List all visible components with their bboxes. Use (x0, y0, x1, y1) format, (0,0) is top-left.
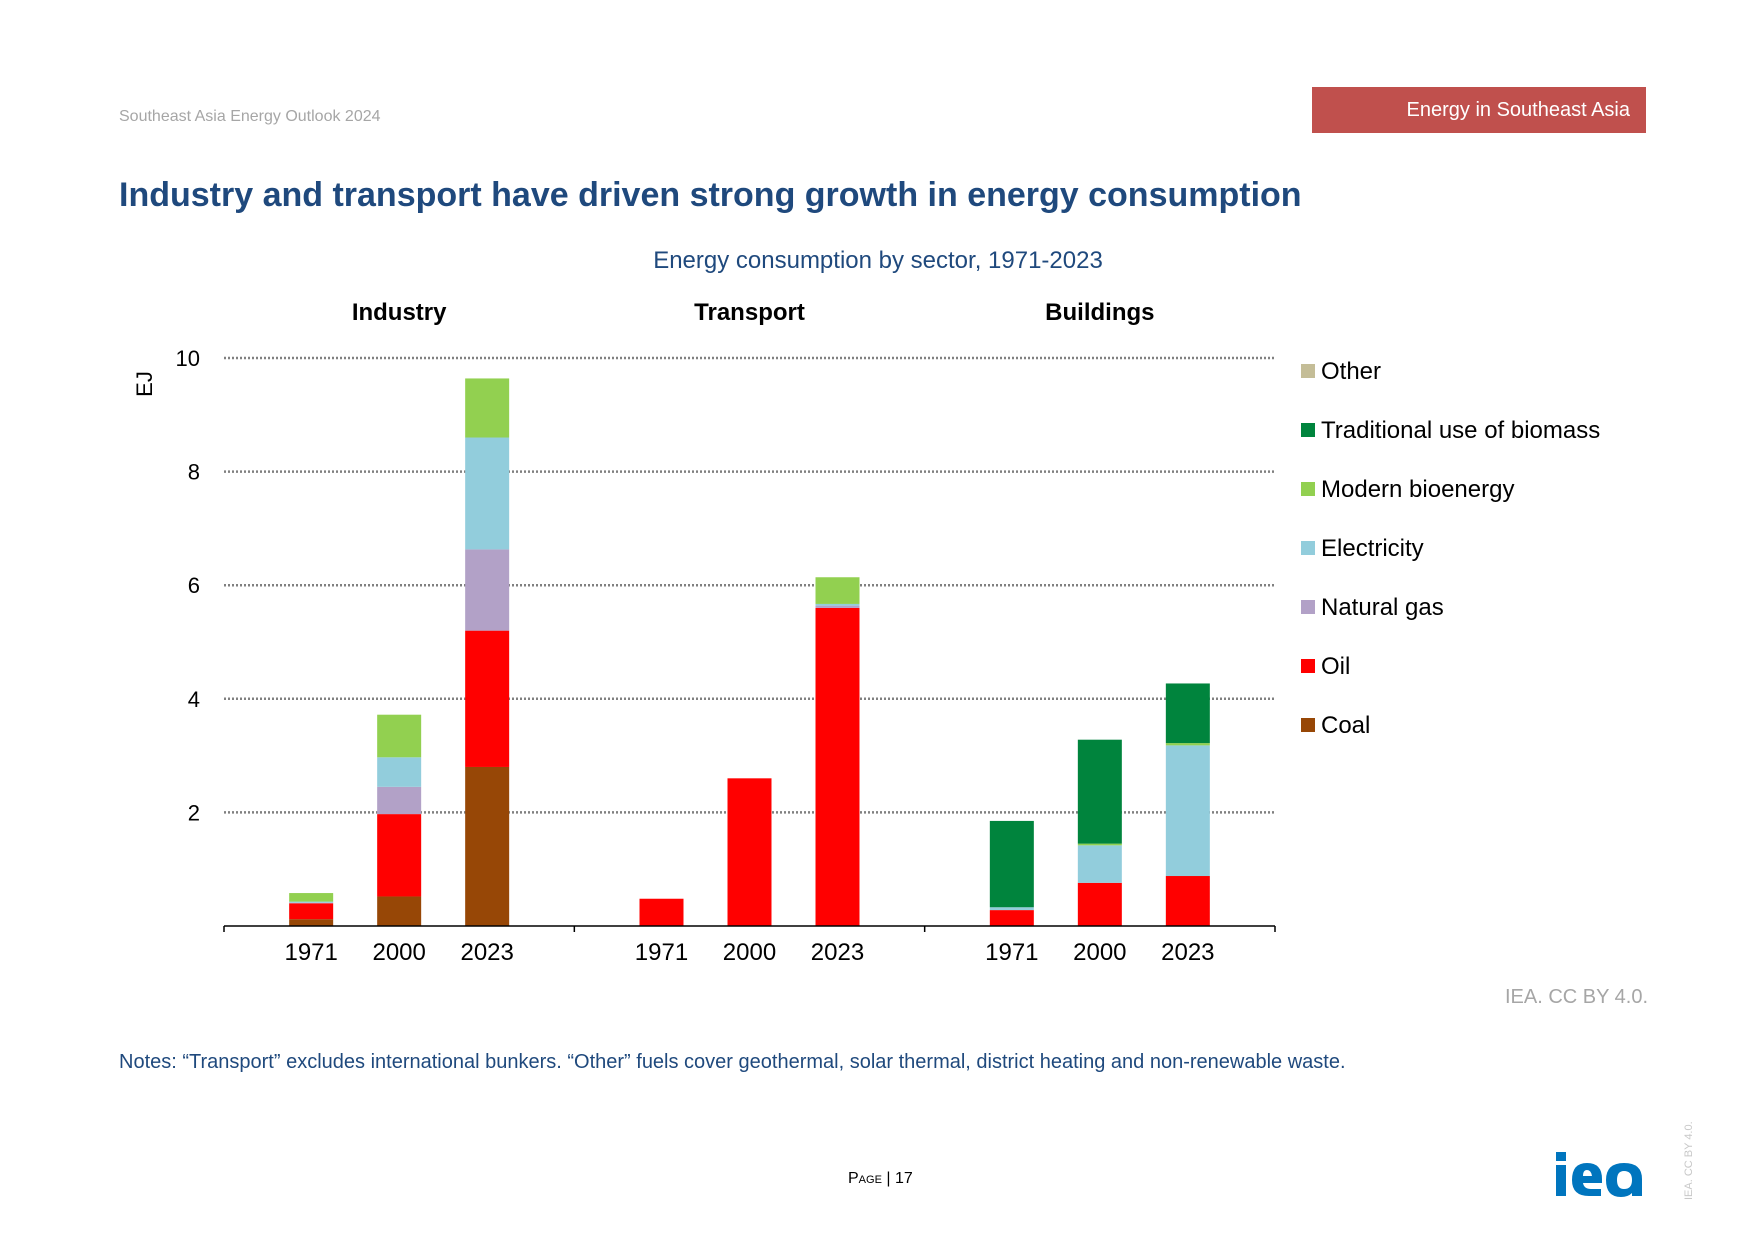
legend-swatch (1301, 718, 1315, 732)
section-tag: Energy in Southeast Asia (1312, 87, 1646, 133)
x-tick-label: 1971 (635, 939, 688, 966)
bar-segment (377, 757, 422, 787)
bar-segment (989, 907, 1034, 911)
report-name: Southeast Asia Energy Outlook 2024 (119, 108, 381, 125)
y-tick-label: 4 (188, 687, 200, 712)
bar-segment (289, 893, 334, 902)
side-license: IEA. CC BY 4.0. (1683, 1121, 1695, 1200)
legend-label: Coal (1321, 712, 1370, 739)
legend-label: Electricity (1321, 535, 1424, 562)
page-number-value: 17 (894, 1170, 913, 1187)
bar-segment (727, 778, 772, 926)
legend-label: Natural gas (1321, 594, 1444, 621)
page-label: Page (848, 1170, 882, 1187)
bar-segment (1077, 739, 1122, 844)
y-axis-label: EJ (132, 371, 157, 397)
bar-segment (289, 901, 334, 903)
legend-swatch (1301, 482, 1315, 496)
page-number: Page | 17 (848, 1170, 913, 1188)
bar-segment (1077, 845, 1122, 883)
bar-segment (465, 378, 510, 438)
x-tick-label: 2023 (811, 939, 864, 966)
bar-segment (639, 898, 684, 926)
group-label: Buildings (1045, 299, 1154, 326)
x-tick-label: 2000 (1073, 939, 1126, 966)
legend-label: Modern bioenergy (1321, 476, 1514, 503)
legend-label: Traditional use of biomass (1321, 417, 1600, 444)
x-tick-label: 2000 (372, 939, 425, 966)
x-tick-label: 2023 (1161, 939, 1214, 966)
bar-segment (377, 786, 422, 815)
y-tick-label: 10 (176, 346, 200, 371)
bar-segment (289, 902, 334, 904)
bar-segment (465, 630, 510, 767)
bar-segment (289, 903, 334, 920)
legend-swatch (1301, 600, 1315, 614)
group-label: Industry (352, 299, 447, 326)
x-tick-label: 2023 (460, 939, 513, 966)
legend-label: Other (1321, 358, 1381, 385)
bar-segment (1165, 876, 1210, 926)
bar-segment (289, 919, 334, 926)
bar-segment (815, 603, 860, 606)
bar-segment (1077, 882, 1122, 926)
bar-segment (815, 605, 860, 608)
bar-segment (1077, 843, 1122, 846)
source-credit: IEA. CC BY 4.0. (1504, 986, 1648, 1008)
bar-segment (989, 820, 1034, 908)
bar-segment (377, 814, 422, 897)
legend-swatch (1301, 659, 1315, 673)
y-tick-label: 6 (188, 573, 200, 598)
bar-segment (1165, 745, 1210, 877)
legend-label: Oil (1321, 653, 1350, 680)
bar-segment (465, 437, 510, 550)
bar-segment (465, 766, 510, 926)
bar-segment (815, 577, 860, 604)
iea-logo (1556, 1152, 1642, 1197)
page-separator: | (886, 1170, 895, 1187)
chart-notes: Notes: “Transport” excludes internationa… (119, 1051, 1346, 1073)
bar-segment (377, 896, 422, 926)
bar-segment (377, 714, 422, 758)
x-tick-label: 1971 (284, 939, 337, 966)
bar-segment (1165, 683, 1210, 744)
bar-segment (1165, 743, 1210, 746)
legend-swatch (1301, 541, 1315, 555)
y-tick-label: 8 (188, 460, 200, 485)
legend-swatch (1301, 423, 1315, 437)
group-label: Transport (694, 299, 805, 326)
bar-segment (989, 910, 1034, 926)
slide-title: Industry and transport have driven stron… (119, 176, 1302, 214)
chart-title: Energy consumption by sector, 1971-2023 (653, 247, 1103, 274)
x-tick-label: 1971 (985, 939, 1038, 966)
x-tick-label: 2000 (723, 939, 776, 966)
bar-segment (815, 607, 860, 926)
bar-segment (465, 549, 510, 631)
legend-swatch (1301, 364, 1315, 378)
y-tick-label: 2 (188, 800, 200, 825)
